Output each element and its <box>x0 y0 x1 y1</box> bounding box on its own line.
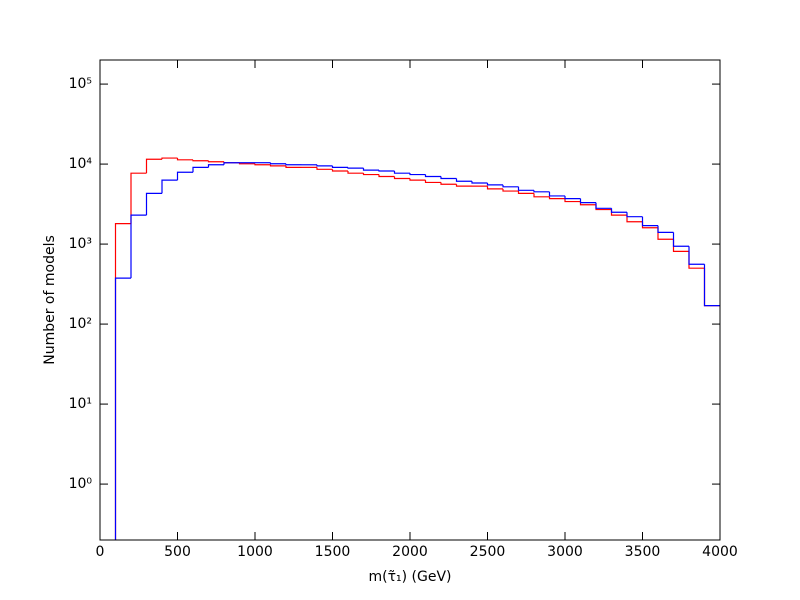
x-tick-label: 4000 <box>702 544 738 560</box>
histogram-step <box>161 157 178 160</box>
histogram-step <box>145 158 162 174</box>
histogram-step <box>331 165 348 168</box>
histogram-step <box>192 159 209 162</box>
histogram-step <box>378 174 395 178</box>
histogram-step <box>269 164 286 167</box>
histogram-step <box>130 214 147 279</box>
histogram-step <box>626 212 643 218</box>
y-tick-label: 10² <box>69 316 92 332</box>
histogram-step <box>688 246 705 265</box>
histogram-step <box>610 208 627 213</box>
histogram-step <box>533 193 550 198</box>
histogram-step <box>579 198 596 204</box>
histogram-step <box>207 164 224 168</box>
histogram-step <box>285 165 302 168</box>
x-tick-label: 3500 <box>625 544 661 560</box>
histogram-step <box>548 196 565 200</box>
y-tick-label: 10⁴ <box>69 156 93 172</box>
histogram-step <box>641 216 658 227</box>
histogram-step <box>223 162 240 165</box>
histogram-step <box>455 184 472 187</box>
x-tick-label: 500 <box>164 544 191 560</box>
histogram-step <box>672 232 689 247</box>
histogram-step <box>145 192 162 216</box>
histogram-step <box>378 170 395 172</box>
histogram-step <box>331 169 348 172</box>
histogram-step <box>440 182 457 185</box>
histogram-step <box>176 171 193 181</box>
histogram-step <box>626 215 643 223</box>
histogram-step <box>703 264 720 307</box>
histogram-step <box>548 191 565 197</box>
histogram-step <box>486 183 503 186</box>
x-tick-label: 3000 <box>547 544 583 560</box>
x-tick-label: 2000 <box>392 544 428 560</box>
x-tick-label: 1500 <box>315 544 351 560</box>
histogram-step <box>486 186 503 190</box>
histogram-step <box>517 191 534 195</box>
histogram-step <box>471 181 488 184</box>
x-tick-label: 0 <box>96 544 105 560</box>
plot-frame <box>99 59 721 541</box>
histogram-step <box>564 198 581 203</box>
y-tick-label: 10³ <box>69 236 92 252</box>
histogram-step <box>393 176 410 180</box>
histogram-step <box>347 167 364 169</box>
histogram-step <box>517 186 534 191</box>
histogram-step <box>192 166 209 173</box>
histogram-step <box>176 158 193 161</box>
histogram-step <box>316 164 333 167</box>
histogram-step <box>161 179 178 194</box>
histogram-step <box>533 190 550 193</box>
y-tick-label: 10¹ <box>69 396 92 412</box>
x-axis-label: m(τ̃₁) (GeV) <box>368 569 451 585</box>
histogram-step <box>409 178 426 181</box>
y-tick-label: 10⁵ <box>69 76 92 92</box>
histogram-step <box>347 170 364 174</box>
histogram-step <box>285 163 302 166</box>
histogram-step <box>424 174 441 178</box>
histogram-step <box>595 202 612 209</box>
y-tick-label: 10⁰ <box>69 476 93 492</box>
histogram-step <box>440 176 457 180</box>
histogram-step <box>316 167 333 170</box>
histogram-step <box>564 195 581 200</box>
x-tick-label: 2500 <box>470 544 506 560</box>
histogram-step <box>269 162 286 165</box>
y-axis-label: Number of models <box>42 235 58 365</box>
histogram-step <box>657 225 674 233</box>
histogram-step <box>114 277 131 540</box>
histogram-step <box>362 168 379 171</box>
histogram-step <box>362 173 379 176</box>
histogram-step <box>130 172 147 224</box>
histogram-step <box>393 170 410 174</box>
histogram-step <box>455 178 472 182</box>
histogram-step <box>424 180 441 184</box>
histogram-step <box>409 173 426 176</box>
x-tick-label: 1000 <box>237 544 273 560</box>
histogram-step <box>207 160 224 163</box>
histogram-step <box>502 184 519 188</box>
histogram-step <box>502 188 519 192</box>
histogram-step <box>254 163 271 166</box>
